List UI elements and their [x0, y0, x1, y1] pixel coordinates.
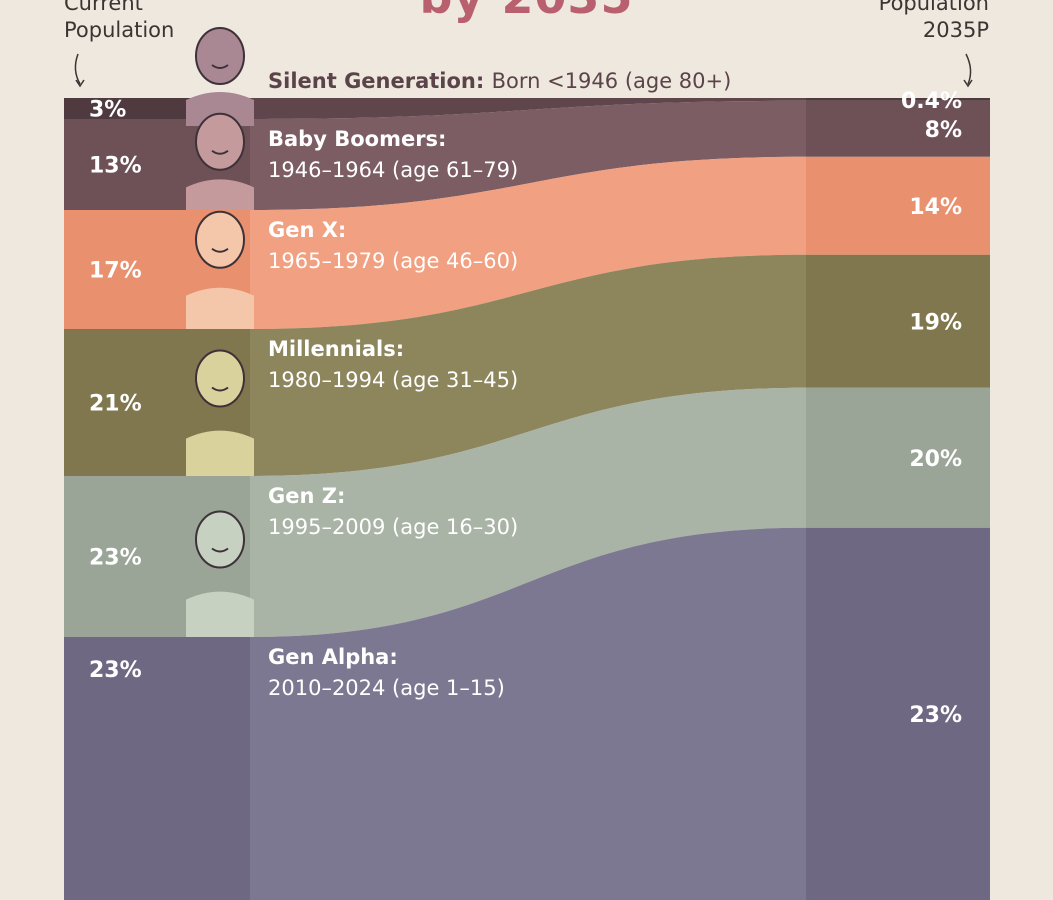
series-desc-gen-x: 1965–1979 (age 46–60) [268, 249, 518, 273]
current-label-gen-alpha: 23% [89, 658, 142, 683]
person-smile [211, 247, 229, 253]
series-name-millennials: Millennials: [268, 337, 404, 361]
stream-millennials [250, 254, 806, 476]
bar-projected-gen-alpha [806, 527, 990, 900]
person-gen-z-icon [186, 510, 254, 637]
person-body [186, 430, 254, 476]
projected-label-silent-generation: 0.4% [901, 89, 962, 114]
person-head [195, 349, 245, 408]
chart-title: by 2035 [0, 0, 1053, 24]
right-column-header: Population 2035P [879, 0, 989, 44]
series-desc-baby-boomers: 1946–1964 (age 61–79) [268, 158, 518, 182]
projected-label-gen-alpha: 23% [909, 703, 962, 728]
current-label-gen-x: 17% [89, 259, 142, 284]
current-label-gen-z: 23% [89, 546, 142, 571]
bar-current-gen-alpha [64, 637, 250, 900]
person-gen-x-icon [186, 210, 254, 329]
projected-label-millennials: 19% [909, 310, 962, 335]
series-desc-gen-z: 1995–2009 (age 16–30) [268, 515, 518, 539]
left-column-header: Current Population [64, 0, 174, 44]
right-header-line-2: 2035P [922, 18, 989, 42]
stream-gen-x [250, 156, 806, 329]
bar-projected-silent-generation [806, 98, 990, 101]
left-arrowhead-icon [75, 79, 85, 88]
person-smile [211, 547, 229, 553]
person-smile [211, 386, 229, 392]
projected-label-baby-boomers: 8% [925, 118, 962, 143]
person-head [195, 210, 245, 269]
stream-gen-z [250, 387, 806, 637]
bar-projected-gen-x [806, 156, 990, 255]
right-arrow-icon [965, 53, 972, 85]
person-smile [211, 149, 229, 155]
left-header-line-1: Current [64, 0, 143, 15]
person-smile [211, 64, 229, 69]
person-body [186, 92, 254, 126]
person-millennials-icon [186, 349, 254, 476]
left-arrow-icon [74, 53, 81, 85]
current-label-baby-boomers: 13% [89, 154, 142, 179]
series-desc-millennials: 1980–1994 (age 31–45) [268, 368, 518, 392]
bar-projected-baby-boomers [806, 100, 990, 157]
stream-baby-boomers [250, 100, 806, 210]
person-baby-boomers-icon [186, 112, 254, 210]
person-body [186, 287, 254, 329]
right-header-line-1: Population [878, 0, 989, 15]
right-arrowhead-icon [963, 79, 973, 88]
series-name-gen-alpha: Gen Alpha: [268, 645, 398, 669]
person-head [195, 112, 245, 171]
person-body [186, 591, 254, 637]
series-name-baby-boomers: Baby Boomers: [268, 127, 446, 151]
bar-projected-millennials [806, 254, 990, 388]
person-head [195, 510, 245, 569]
person-body [186, 179, 254, 210]
person-head [195, 27, 245, 85]
left-header-line-2: Population [64, 18, 175, 42]
projected-label-gen-z: 20% [909, 447, 962, 472]
series-name-silent-generation: Silent Generation: Born <1946 (age 80+) [268, 69, 731, 93]
series-name-gen-x: Gen X: [268, 218, 346, 242]
stream-silent-generation [250, 98, 806, 119]
stream-gen-alpha [250, 527, 806, 900]
current-label-silent-generation: 3% [89, 98, 126, 123]
current-label-millennials: 21% [89, 392, 142, 417]
person-silent-generation-icon [186, 27, 254, 126]
series-name-gen-z: Gen Z: [268, 484, 345, 508]
series-desc-gen-alpha: 2010–2024 (age 1–15) [268, 676, 505, 700]
projected-label-gen-x: 14% [909, 195, 962, 220]
bar-projected-gen-z [806, 387, 990, 528]
